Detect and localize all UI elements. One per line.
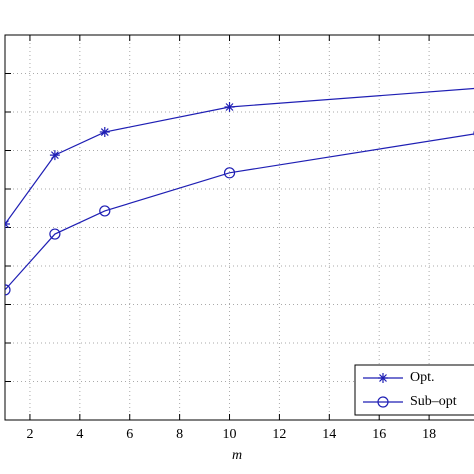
x-tick-label: 10 <box>223 427 237 442</box>
series-line <box>5 133 474 291</box>
marker <box>5 219 10 230</box>
x-tick-label: 18 <box>422 427 436 442</box>
series-line <box>5 87 474 225</box>
x-tick-label: 12 <box>272 427 286 442</box>
marker <box>99 127 110 138</box>
x-tick-label: 6 <box>126 427 133 442</box>
plot-area <box>5 87 474 296</box>
marker <box>378 373 388 383</box>
marker <box>5 284 11 296</box>
x-tick-label: 2 <box>26 427 33 442</box>
x-tick-label: 16 <box>372 427 386 442</box>
x-tick-label: 14 <box>322 427 336 442</box>
legend-box <box>354 364 474 416</box>
plot-frame <box>4 34 474 421</box>
marker <box>49 228 61 240</box>
legend-label: Opt. <box>410 370 435 385</box>
x-axis-label: m <box>232 448 242 463</box>
x-tick-label: 4 <box>76 427 83 442</box>
marker <box>99 205 111 217</box>
marker <box>377 396 389 408</box>
marker <box>223 167 236 179</box>
x-tick-label: 8 <box>176 427 183 442</box>
marker <box>224 101 235 112</box>
legend-label: Sub–opt <box>410 394 457 409</box>
marker <box>49 150 60 161</box>
